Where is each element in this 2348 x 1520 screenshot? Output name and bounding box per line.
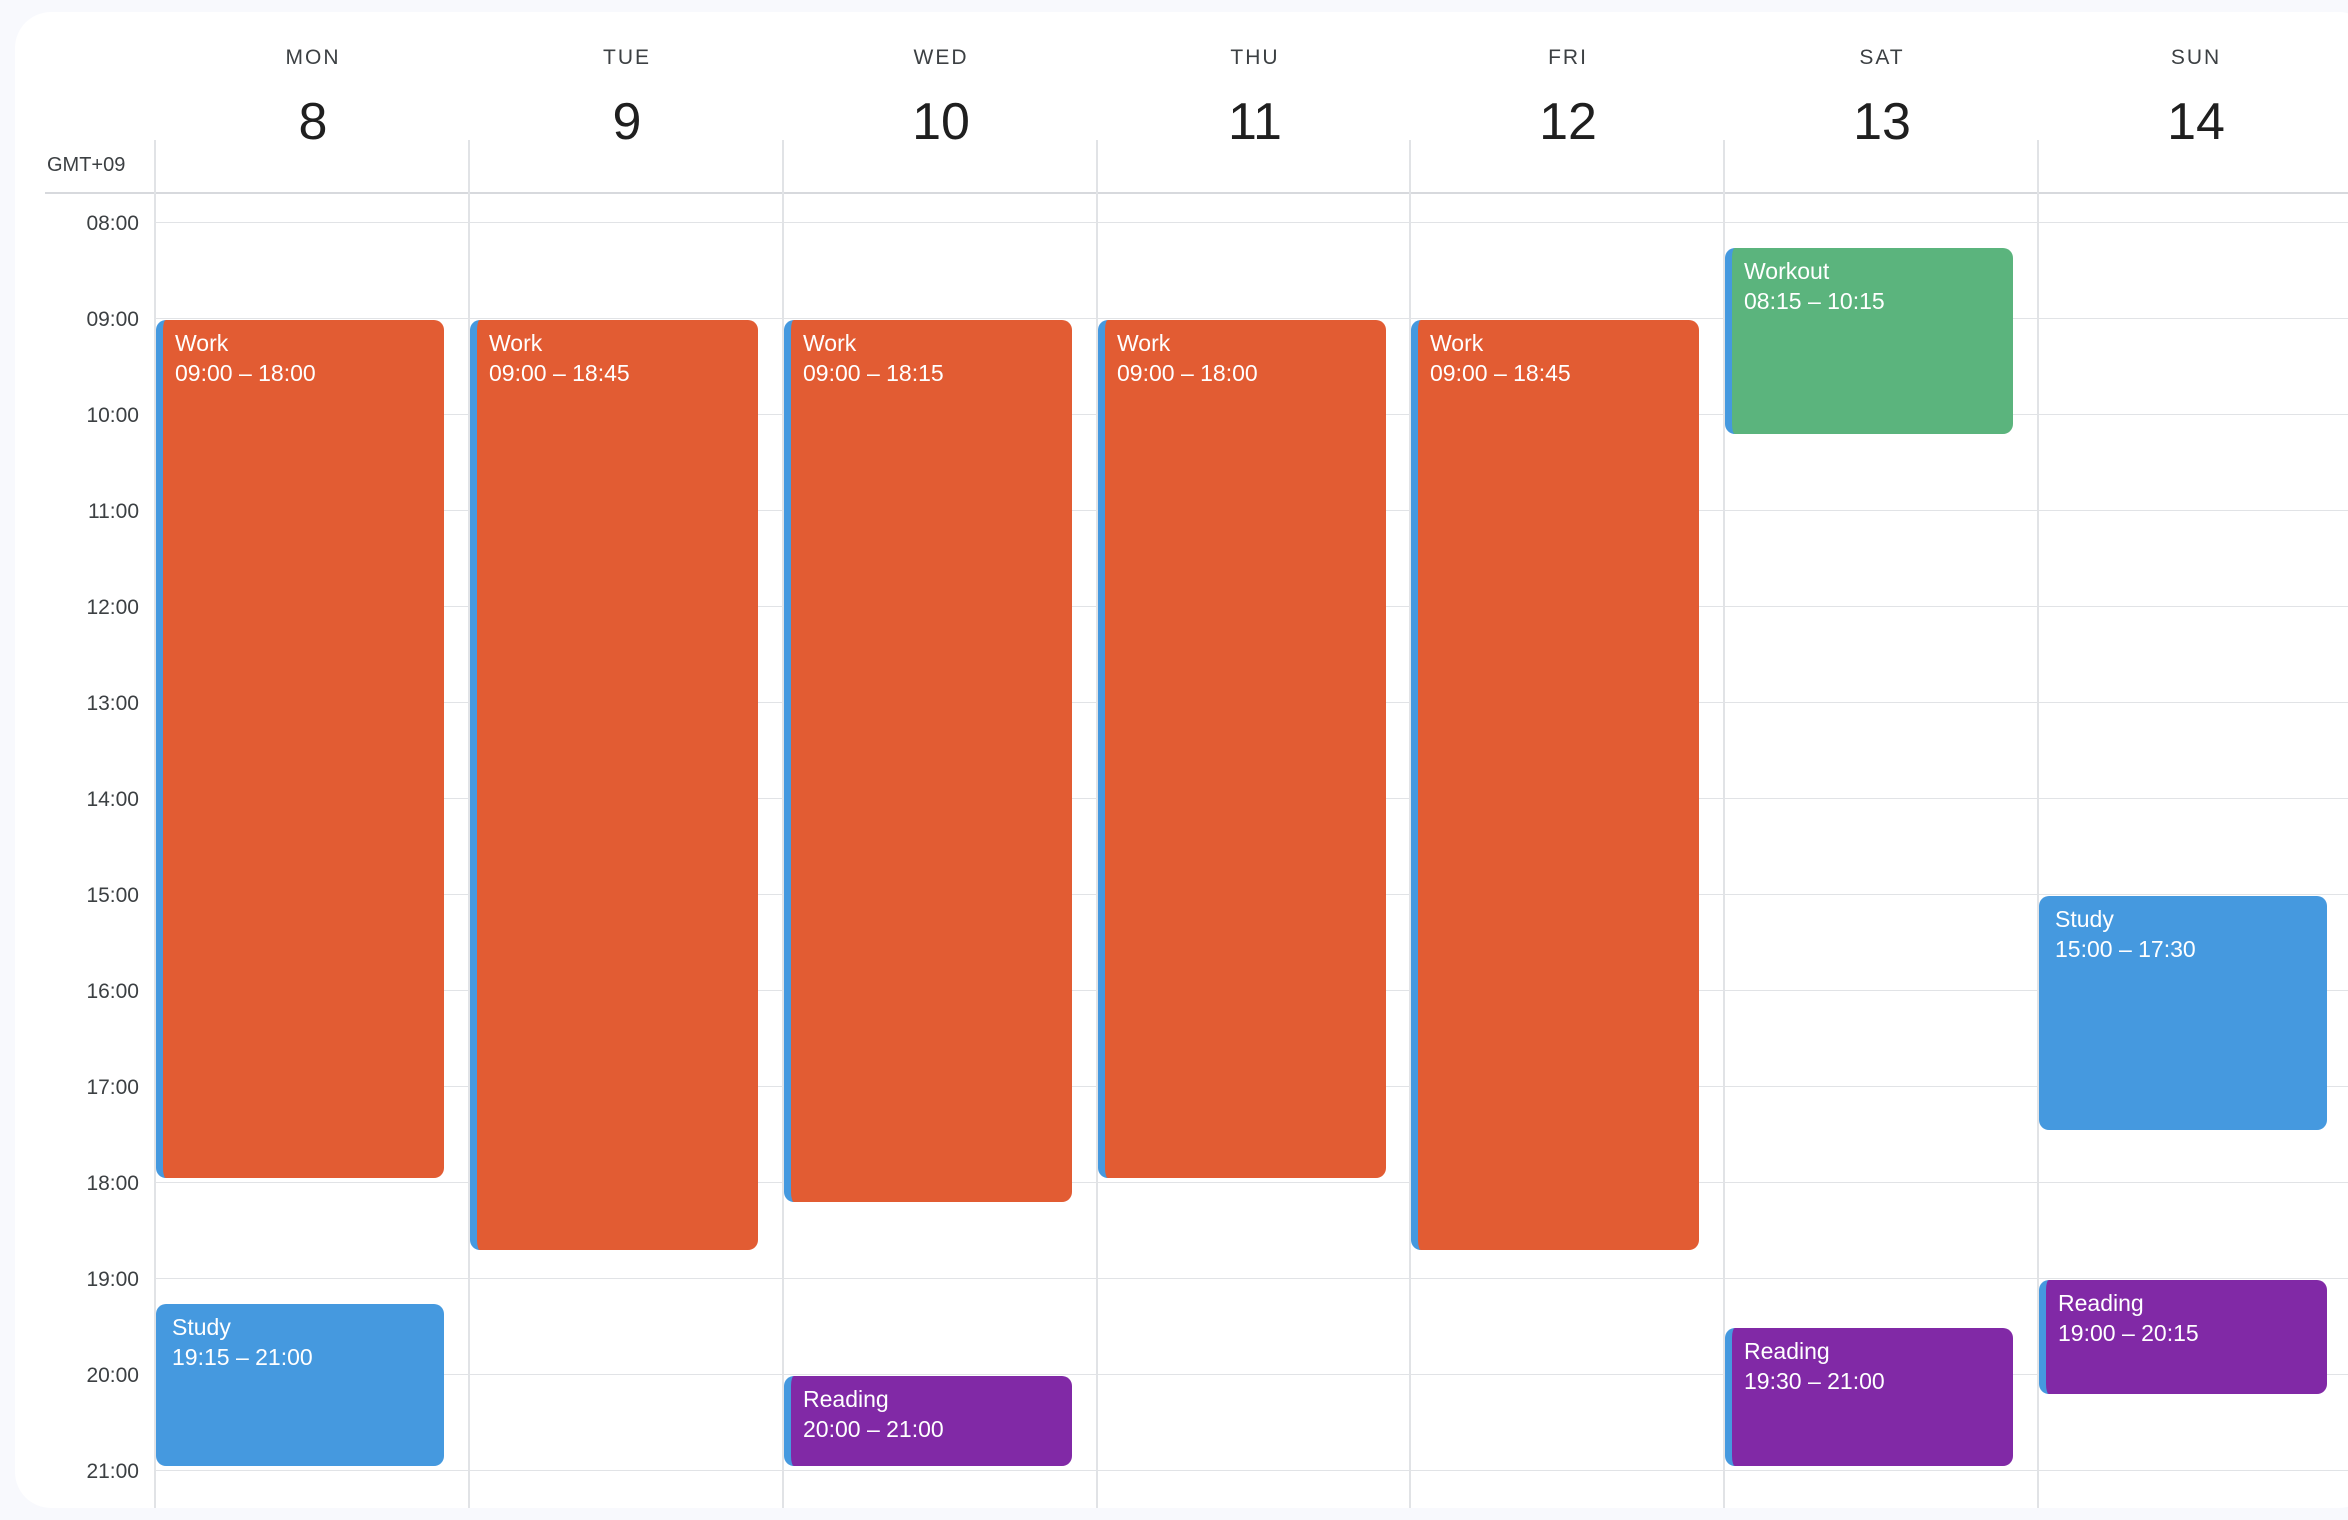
hour-label: 13:00 bbox=[86, 692, 139, 715]
day-number[interactable]: 9 bbox=[612, 93, 642, 151]
event-block[interactable]: Work 09:00 – 18:00 bbox=[1098, 320, 1386, 1178]
day-name: WED bbox=[913, 46, 969, 69]
day-name: SAT bbox=[1859, 46, 1905, 69]
column-divider bbox=[1096, 140, 1098, 1508]
event-block[interactable]: Study 19:15 – 21:00 bbox=[156, 1304, 444, 1466]
event-title: Study bbox=[2055, 906, 2114, 932]
event-title: Work bbox=[175, 330, 229, 356]
hour-gridline bbox=[155, 1374, 2348, 1375]
event-block[interactable]: Reading 19:00 – 20:15 bbox=[2039, 1280, 2327, 1394]
day-number[interactable]: 12 bbox=[1539, 93, 1597, 151]
hour-gridline bbox=[155, 1278, 2348, 1279]
day-number[interactable]: 8 bbox=[298, 93, 328, 151]
column-divider bbox=[154, 140, 156, 1508]
event-block[interactable]: Work 09:00 – 18:45 bbox=[1411, 320, 1699, 1250]
hour-gridline bbox=[155, 222, 2348, 223]
column-divider bbox=[468, 140, 470, 1508]
event-title: Study bbox=[172, 1314, 231, 1340]
event-title: Reading bbox=[803, 1386, 889, 1412]
event-time: 15:00 – 17:30 bbox=[2055, 936, 2196, 962]
hour-label: 10:00 bbox=[86, 404, 139, 427]
event-block[interactable]: Reading 19:30 – 21:00 bbox=[1725, 1328, 2013, 1466]
day-name: MON bbox=[285, 46, 341, 69]
timezone-label: GMT+09 bbox=[47, 154, 126, 176]
hour-label: 15:00 bbox=[86, 884, 139, 907]
hour-label: 18:00 bbox=[86, 1172, 139, 1195]
day-name: THU bbox=[1230, 46, 1280, 69]
event-time: 09:00 – 18:15 bbox=[803, 360, 944, 386]
event-block[interactable]: Study 15:00 – 17:30 bbox=[2039, 896, 2327, 1130]
event-time: 19:15 – 21:00 bbox=[172, 1344, 313, 1370]
event-block[interactable]: Work 09:00 – 18:15 bbox=[784, 320, 1072, 1202]
hour-label: 20:00 bbox=[86, 1364, 139, 1387]
event-title: Work bbox=[489, 330, 543, 356]
hour-label: 11:00 bbox=[88, 500, 139, 523]
hour-label: 09:00 bbox=[86, 308, 139, 331]
event-block[interactable]: Reading 20:00 – 21:00 bbox=[784, 1376, 1072, 1466]
event-time: 19:00 – 20:15 bbox=[2058, 1320, 2199, 1346]
column-divider bbox=[782, 140, 784, 1508]
event-title: Reading bbox=[1744, 1338, 1830, 1364]
day-number[interactable]: 14 bbox=[2167, 93, 2225, 151]
event-title: Reading bbox=[2058, 1290, 2144, 1316]
event-title: Work bbox=[1430, 330, 1484, 356]
event-title: Work bbox=[1117, 330, 1171, 356]
event-block[interactable]: Workout 08:15 – 10:15 bbox=[1725, 248, 2013, 434]
event-title: Work bbox=[803, 330, 857, 356]
event-block[interactable]: Work 09:00 – 18:45 bbox=[470, 320, 758, 1250]
day-number[interactable]: 11 bbox=[1228, 93, 1282, 151]
hour-label: 14:00 bbox=[86, 788, 139, 811]
hour-label: 16:00 bbox=[86, 980, 139, 1003]
column-divider bbox=[1723, 140, 1725, 1508]
event-time: 19:30 – 21:00 bbox=[1744, 1368, 1885, 1394]
hour-gridline bbox=[155, 1470, 2348, 1471]
hour-label: 17:00 bbox=[86, 1076, 139, 1099]
calendar-week-view: MON 8 TUE 9 WED 10 THU 11 FRI 12 SAT 13 … bbox=[15, 12, 2348, 1508]
hour-gridline bbox=[155, 318, 2348, 319]
hour-label: 08:00 bbox=[86, 212, 139, 235]
hour-gridline bbox=[155, 1182, 2348, 1183]
day-name: FRI bbox=[1548, 46, 1588, 69]
hour-label: 12:00 bbox=[86, 596, 139, 619]
event-block[interactable]: Work 09:00 – 18:00 bbox=[156, 320, 444, 1178]
day-number[interactable]: 13 bbox=[1853, 93, 1911, 151]
column-divider bbox=[1409, 140, 1411, 1508]
event-time: 09:00 – 18:00 bbox=[175, 360, 316, 386]
event-time: 09:00 – 18:45 bbox=[489, 360, 630, 386]
day-name: SUN bbox=[2170, 46, 2222, 69]
header-divider bbox=[45, 192, 2348, 194]
event-time: 20:00 – 21:00 bbox=[803, 1416, 944, 1442]
day-number[interactable]: 10 bbox=[912, 93, 970, 151]
hour-label: 19:00 bbox=[86, 1268, 139, 1291]
event-title: Workout bbox=[1744, 258, 1830, 284]
column-divider bbox=[2037, 140, 2039, 1508]
event-time: 08:15 – 10:15 bbox=[1744, 288, 1885, 314]
day-name: TUE bbox=[603, 46, 651, 69]
hour-label: 21:00 bbox=[86, 1460, 139, 1483]
event-time: 09:00 – 18:45 bbox=[1430, 360, 1571, 386]
event-time: 09:00 – 18:00 bbox=[1117, 360, 1258, 386]
